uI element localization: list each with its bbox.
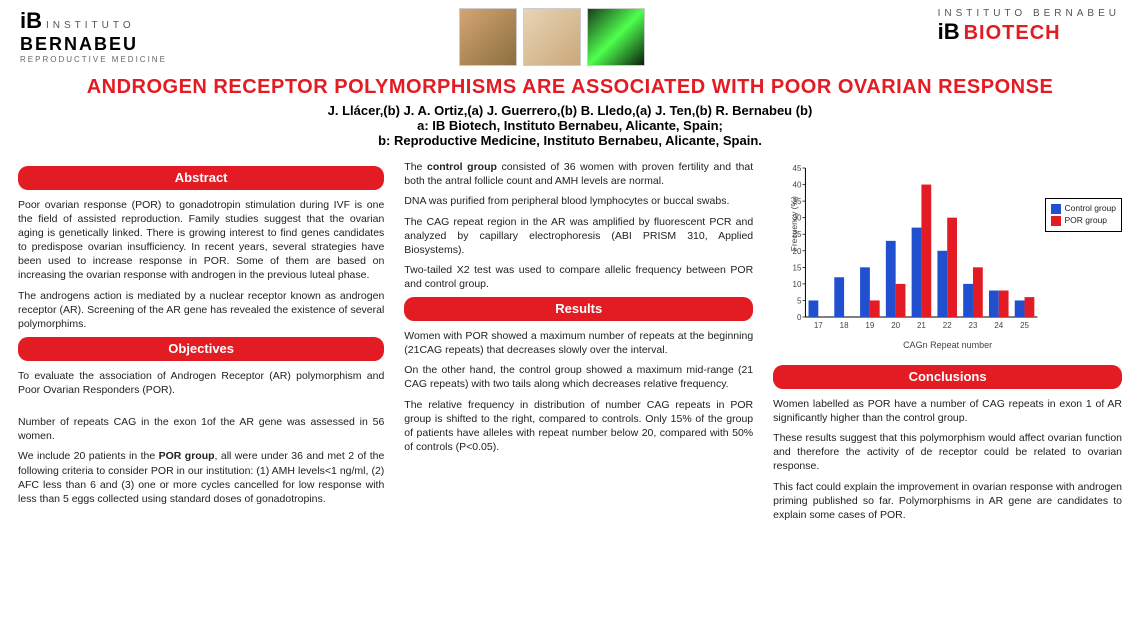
ib-glyph-left: iB [20,8,42,34]
results-p1: Women with POR showed a maximum number o… [404,329,753,357]
col2-p3: The CAG repeat region in the AR was ampl… [404,215,753,258]
legend-control: Control group [1051,203,1117,214]
chart-ylabel: Frecuency (%) [789,196,800,251]
logo-left-bot: REPRODUCTIVE MEDICINE [20,55,167,64]
legend-swatch-control [1051,204,1061,214]
col2-p4: Two-tailed X2 test was used to compare a… [404,263,753,291]
chart-caption: CAGn Repeat number [773,339,1122,351]
authors: J. Llácer,(b) J. A. Ortiz,(a) J. Guerrer… [20,103,1120,118]
section-results: Results [404,297,753,321]
logo-right-top: INSTITUTO BERNABEU [938,8,1120,19]
results-p3: The relative frequency in distribution o… [404,398,753,455]
abstract-p1: Poor ovarian response (POR) to gonadotro… [18,198,384,283]
title-block: ANDROGEN RECEPTOR POLYMORPHISMS ARE ASSO… [0,72,1140,156]
legend-swatch-por [1051,216,1061,226]
svg-text:22: 22 [943,321,952,330]
col2-p1: The control group consisted of 36 women … [404,160,753,188]
logo-right-mid: BIOTECH [964,22,1061,44]
conclusions-p2: These results suggest that this polymorp… [773,431,1122,474]
chart-container: Frecuency (%) 05101520253035404517181920… [773,160,1122,335]
svg-text:5: 5 [797,296,802,305]
affil-b: b: Reproductive Medicine, Instituto Bern… [20,133,1120,148]
logo-left-top: INSTITUTO [46,20,135,31]
svg-text:40: 40 [793,181,802,190]
svg-text:10: 10 [793,280,802,289]
affil-a: a: IB Biotech, Instituto Bernabeu, Alica… [20,118,1120,133]
legend-por: POR group [1051,215,1117,226]
legend-label-control: Control group [1065,203,1117,214]
svg-text:21: 21 [917,321,926,330]
svg-text:20: 20 [891,321,900,330]
header-image-3 [587,8,645,66]
methods-p1: Number of repeats CAG in the exon 1of th… [18,415,384,443]
chart-legend: Control group POR group [1045,198,1123,232]
column-3: Frecuency (%) 05101520253035404517181920… [773,160,1122,528]
objectives-p: To evaluate the association of Androgen … [18,369,384,397]
svg-text:0: 0 [797,313,802,322]
content-columns: Abstract Poor ovarian response (POR) to … [0,156,1140,536]
section-abstract: Abstract [18,166,384,190]
header-images [459,8,645,66]
svg-text:15: 15 [793,263,802,272]
svg-text:17: 17 [814,321,823,330]
results-p2: On the other hand, the control group sho… [404,363,753,391]
svg-text:19: 19 [866,321,875,330]
main-title: ANDROGEN RECEPTOR POLYMORPHISMS ARE ASSO… [20,76,1120,99]
svg-text:24: 24 [994,321,1003,330]
frequency-bar-chart: 051015202530354045171819202122232425 [773,160,1122,335]
abstract-p2: The androgens action is mediated by a nu… [18,289,384,332]
methods-p2: We include 20 patients in the POR group,… [18,449,384,506]
section-objectives: Objectives [18,337,384,361]
header-image-1 [459,8,517,66]
conclusions-p1: Women labelled as POR have a number of C… [773,397,1122,425]
header: iBINSTITUTO BERNABEU REPRODUCTIVE MEDICI… [0,0,1140,72]
svg-text:45: 45 [793,164,802,173]
section-conclusions: Conclusions [773,365,1122,389]
svg-text:18: 18 [840,321,849,330]
logo-left-mid: BERNABEU [20,34,167,55]
column-2: The control group consisted of 36 women … [404,160,753,528]
header-image-2 [523,8,581,66]
ib-glyph-right: iB [938,19,960,45]
svg-text:23: 23 [969,321,978,330]
svg-text:25: 25 [1020,321,1029,330]
logo-left: iB INSTITUTO BERNABEU REPRODUCTIVE MEDICI… [20,8,167,64]
col2-p2: DNA was purified from peripheral blood l… [404,194,753,208]
legend-label-por: POR group [1065,215,1108,226]
column-1: Abstract Poor ovarian response (POR) to … [18,160,384,528]
conclusions-p3: This fact could explain the improvement … [773,480,1122,523]
logo-right: INSTITUTO BERNABEU iBBIOTECH [938,8,1120,45]
